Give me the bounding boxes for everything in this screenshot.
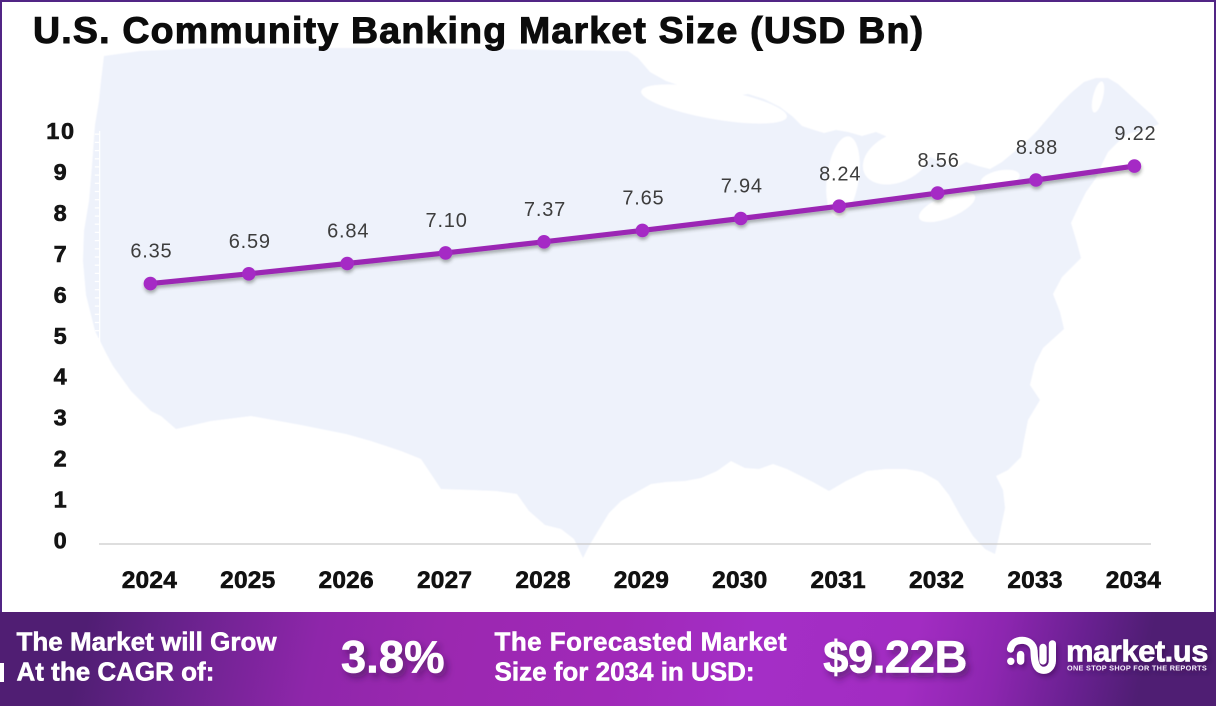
svg-text:0: 0: [54, 527, 69, 553]
svg-text:7.94: 7.94: [721, 176, 763, 198]
svg-text:8.56: 8.56: [918, 150, 960, 172]
svg-text:7.10: 7.10: [426, 210, 468, 232]
svg-text:6.35: 6.35: [130, 241, 172, 263]
svg-text:8.88: 8.88: [1016, 137, 1058, 159]
svg-text:The Market will Grow: The Market will Grow: [17, 627, 278, 657]
svg-text:6: 6: [54, 282, 69, 308]
svg-text:4: 4: [54, 364, 69, 390]
svg-text:9.22: 9.22: [1114, 123, 1156, 145]
svg-text:$9.22B: $9.22B: [823, 631, 967, 682]
svg-text:Size for 2034 in USD:: Size for 2034 in USD:: [495, 656, 755, 686]
svg-text:At the CAGR of:: At the CAGR of:: [17, 656, 215, 686]
svg-text:3.8%: 3.8%: [341, 631, 445, 682]
svg-text:U.S. Community Banking Market: U.S. Community Banking Market Size (USD …: [33, 9, 924, 51]
svg-text:2031: 2031: [811, 567, 866, 594]
svg-text:The Forecasted Market: The Forecasted Market: [495, 627, 788, 657]
svg-text:9: 9: [54, 159, 69, 185]
svg-text:2026: 2026: [319, 567, 374, 594]
svg-text:10: 10: [46, 118, 76, 144]
svg-text:market.us: market.us: [1066, 634, 1208, 669]
svg-text:7.37: 7.37: [524, 199, 566, 221]
svg-text:2025: 2025: [220, 567, 275, 594]
svg-text:ONE STOP SHOP FOR THE REPORTS: ONE STOP SHOP FOR THE REPORTS: [1067, 664, 1207, 673]
svg-text:2028: 2028: [515, 567, 570, 594]
svg-text:2: 2: [54, 446, 69, 472]
svg-text:7: 7: [54, 241, 69, 267]
svg-text:2030: 2030: [712, 567, 767, 594]
svg-text:8.24: 8.24: [819, 163, 861, 185]
svg-text:2024: 2024: [122, 567, 177, 594]
svg-text:6.59: 6.59: [229, 231, 271, 253]
svg-text:1: 1: [54, 487, 69, 513]
svg-text:2027: 2027: [417, 567, 472, 594]
svg-text:2033: 2033: [1007, 567, 1062, 594]
svg-text:6.84: 6.84: [327, 221, 369, 243]
svg-text:2034: 2034: [1106, 567, 1161, 594]
svg-text:5: 5: [54, 323, 69, 349]
svg-text:3: 3: [54, 405, 69, 431]
svg-text:2029: 2029: [614, 567, 669, 594]
svg-text:2032: 2032: [909, 567, 964, 594]
svg-text:8: 8: [54, 200, 69, 226]
svg-text:7.65: 7.65: [622, 188, 664, 210]
